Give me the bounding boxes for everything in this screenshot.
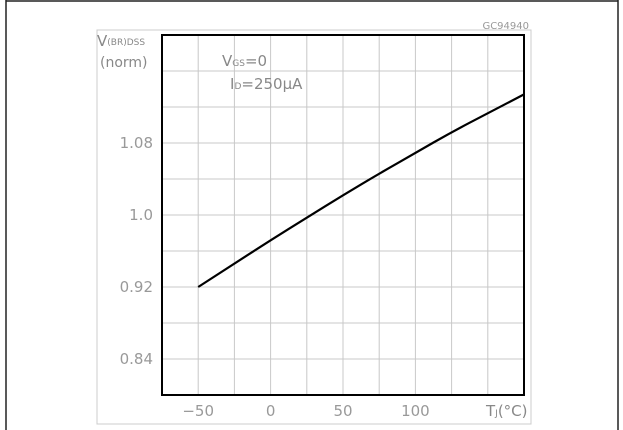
- x-axis-label: TJ(°C): [485, 402, 528, 420]
- grid-lines: [162, 35, 524, 395]
- y-tick-label: 1.08: [120, 134, 153, 152]
- y-tick-label: 0.92: [120, 278, 153, 296]
- series-line: [197, 93, 525, 288]
- y-tick-label: 1.0: [129, 206, 153, 224]
- y-axis-label-line1: V(BR)DSS: [97, 32, 145, 50]
- x-tick-labels: −50 0 50 100: [182, 402, 429, 420]
- chart-outer-frame: [96, 29, 532, 425]
- y-axis-label-line2: (norm): [100, 55, 148, 71]
- plot-area-border: [161, 34, 525, 396]
- y-tick-label: 0.84: [120, 350, 153, 368]
- x-tick-label: −50: [182, 402, 214, 420]
- condition-vgs: VGS=0: [222, 52, 267, 70]
- x-tick-label: 50: [333, 402, 352, 420]
- condition-id: ID=250μA: [230, 75, 303, 93]
- y-tick-labels: 0.84 0.92 1.0 1.08: [120, 134, 153, 368]
- x-tick-label: 0: [266, 402, 276, 420]
- x-tick-label: 100: [401, 402, 430, 420]
- figure-id: GC94940: [482, 21, 529, 32]
